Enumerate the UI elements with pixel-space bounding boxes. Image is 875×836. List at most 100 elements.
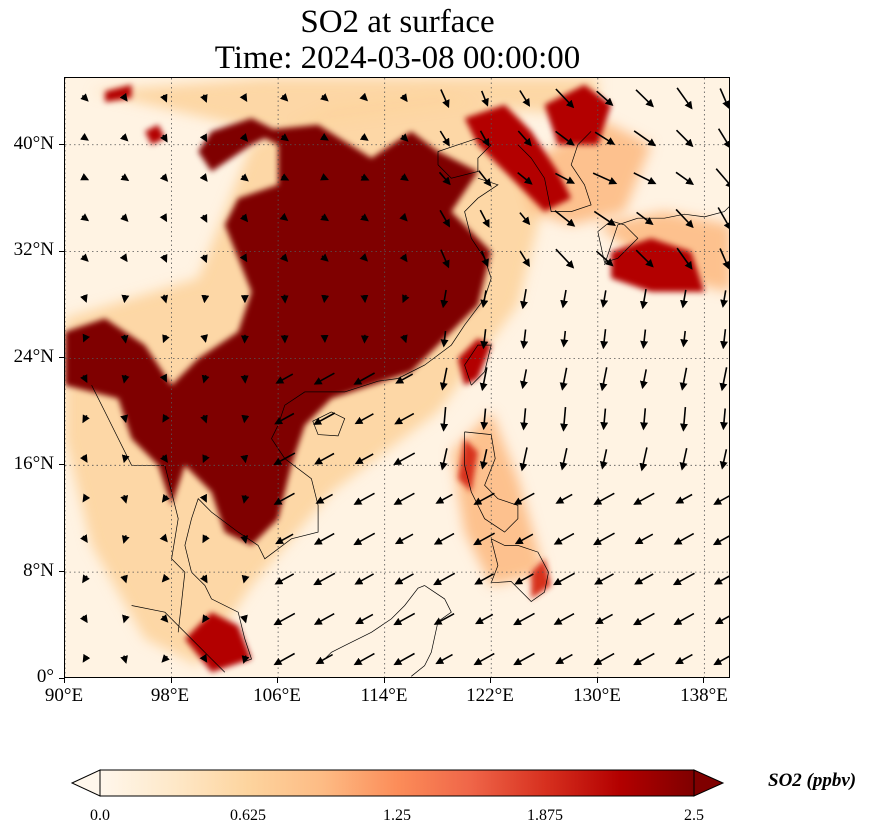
- wind-arrow-212: [399, 173, 409, 182]
- wind-arrow-43: [433, 572, 456, 586]
- wind-arrow-25: [393, 612, 416, 626]
- coastline-3: [517, 131, 592, 212]
- wind-arrow-111: [440, 407, 449, 432]
- so2-core-region-1: [198, 118, 279, 172]
- colorbar-tick-2: 1.25: [383, 807, 411, 824]
- x-tickmark-90: [64, 678, 65, 683]
- wind-arrow-150: [640, 329, 649, 349]
- wind-arrow-102: [82, 414, 90, 424]
- so2-field-layer: [65, 78, 729, 673]
- wind-arrow-190: [199, 213, 208, 223]
- wind-arrow-42: [394, 573, 414, 585]
- wind-arrow-86: [121, 454, 130, 464]
- wind-arrow-174: [239, 253, 248, 263]
- wind-arrow-226: [280, 133, 289, 142]
- wind-arrow-34: [82, 574, 90, 584]
- wind-arrow-40: [313, 572, 336, 586]
- wind-arrow-148: [560, 330, 569, 348]
- wind-arrow-95: [479, 449, 488, 470]
- coastline-1: [184, 177, 499, 662]
- wind-arrow-127: [395, 373, 414, 384]
- lat-tick-40n: 40°N: [13, 133, 54, 154]
- wind-arrow-149: [600, 329, 609, 350]
- wind-arrow-63: [553, 532, 575, 545]
- y-tickmark-8: [59, 571, 64, 573]
- wind-arrow-103: [120, 414, 129, 424]
- wind-arrow-124: [275, 373, 294, 384]
- colorbar-max-extend: [693, 769, 725, 797]
- wind-arrow-130: [520, 369, 528, 390]
- wind-arrow-81: [593, 492, 615, 505]
- wind-arrow-248: [480, 90, 489, 107]
- wind-arrow-135: [719, 367, 728, 392]
- wind-arrow-253: [676, 87, 693, 110]
- wind-arrow-20: [202, 614, 210, 624]
- wind-arrow-117: [679, 407, 688, 432]
- wind-arrow-240: [160, 93, 168, 103]
- wind-arrow-3: [199, 653, 208, 663]
- wind-arrow-30: [594, 613, 613, 625]
- lon-tick-122e: 122°E: [466, 685, 514, 706]
- wind-arrow-120: [121, 374, 130, 384]
- x-tickmark-114: [383, 678, 385, 683]
- wind-arrow-194: [360, 213, 369, 222]
- wind-arrow-208: [240, 173, 249, 182]
- wind-arrow-36: [161, 573, 171, 583]
- wind-arrow-19: [160, 614, 169, 623]
- wind-arrow-234: [594, 131, 616, 145]
- wind-arrow-239: [119, 92, 128, 102]
- wind-arrow-227: [319, 133, 329, 141]
- wind-arrow-7: [353, 652, 375, 666]
- wind-arrow-153: [80, 294, 88, 303]
- so2-halo-region-3: [91, 78, 598, 132]
- wind-arrow-133: [639, 369, 648, 390]
- wind-arrow-216: [555, 172, 576, 184]
- wind-arrow-108: [313, 412, 336, 425]
- wind-arrow-219: [675, 171, 695, 186]
- wind-arrow-233: [555, 130, 575, 146]
- wind-arrow-33: [714, 615, 729, 625]
- wind-arrow-254: [719, 88, 729, 109]
- lon-tick-106e: 106°E: [253, 685, 301, 706]
- y-tickmark-40: [59, 143, 64, 145]
- wind-arrow-105: [200, 414, 208, 424]
- so2-core-region-2: [464, 104, 572, 212]
- wind-arrow-128: [439, 367, 448, 391]
- wind-arrow-183: [595, 250, 614, 267]
- wind-arrow-209: [280, 173, 290, 181]
- wind-arrow-196: [439, 209, 450, 228]
- wind-arrow-85: [79, 453, 88, 463]
- wind-arrow-210: [320, 173, 329, 181]
- wind-arrow-109: [354, 413, 374, 425]
- wind-arrow-27: [474, 613, 494, 625]
- wind-arrow-14: [633, 652, 655, 666]
- wind-arrow-228: [359, 133, 369, 141]
- chart-subtitle-time: Time: 2024-03-08 00:00:00: [214, 40, 581, 76]
- wind-arrow-137: [120, 334, 129, 344]
- wind-arrow-221: [80, 132, 89, 141]
- wind-arrow-8: [393, 652, 415, 666]
- wind-arrow-10: [473, 652, 495, 666]
- wind-arrow-238: [80, 93, 89, 102]
- wind-arrow-176: [320, 253, 329, 262]
- wind-arrow-188: [120, 213, 129, 222]
- wind-arrow-199: [554, 210, 576, 227]
- wind-arrow-5: [273, 652, 295, 666]
- wind-arrow-88: [202, 454, 210, 464]
- wind-arrow-132: [599, 367, 608, 392]
- wind-arrow-1: [120, 655, 128, 664]
- wind-arrow-50: [713, 575, 729, 585]
- wind-arrow-115: [600, 408, 609, 431]
- wind-arrow-84: [713, 495, 729, 505]
- wind-arrow-134: [679, 367, 688, 391]
- wind-arrow-90: [273, 452, 296, 465]
- wind-arrow-101: [719, 449, 728, 470]
- wind-arrow-213: [438, 171, 451, 186]
- so2-core-region-7: [457, 438, 478, 492]
- wind-arrow-55: [240, 535, 249, 544]
- wind-arrow-107: [274, 412, 295, 425]
- wind-arrow-198: [519, 212, 531, 226]
- wind-arrow-72: [241, 495, 250, 504]
- wind-arrow-60: [433, 532, 455, 545]
- coastline-10: [131, 605, 226, 673]
